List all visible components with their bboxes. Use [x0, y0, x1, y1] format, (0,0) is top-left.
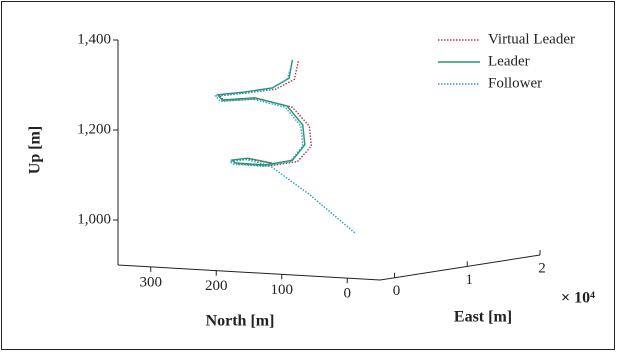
- x-tick-label: 200: [205, 278, 228, 294]
- y-tick-label: 0: [393, 283, 401, 299]
- trajectory: [218, 61, 313, 167]
- trajectory: [214, 69, 356, 234]
- x-axis-line: [117, 264, 381, 281]
- legend-label: Virtual Leader: [488, 31, 575, 47]
- x-tick-label: 0: [344, 286, 352, 302]
- y-tick-label: 1: [466, 272, 474, 288]
- x-axis-label: North [m]: [206, 313, 275, 330]
- legend-label: Leader: [488, 53, 530, 69]
- legend-label: Follower: [488, 75, 542, 91]
- z-tick-label: 1,200: [77, 121, 111, 137]
- y-tick-label: 2: [538, 260, 546, 276]
- x-tick-label: 100: [271, 282, 294, 298]
- y-axis-line: [379, 254, 541, 281]
- axis-multiplier: × 10⁴: [561, 290, 595, 307]
- z-axis-label: Up [m]: [27, 126, 44, 174]
- x-tick-label: 300: [140, 274, 163, 290]
- trajectory: [216, 59, 306, 166]
- y-axis-label: East [m]: [454, 309, 512, 326]
- z-tick-label: 1,000: [77, 211, 111, 227]
- z-tick-label: 1,400: [77, 31, 111, 47]
